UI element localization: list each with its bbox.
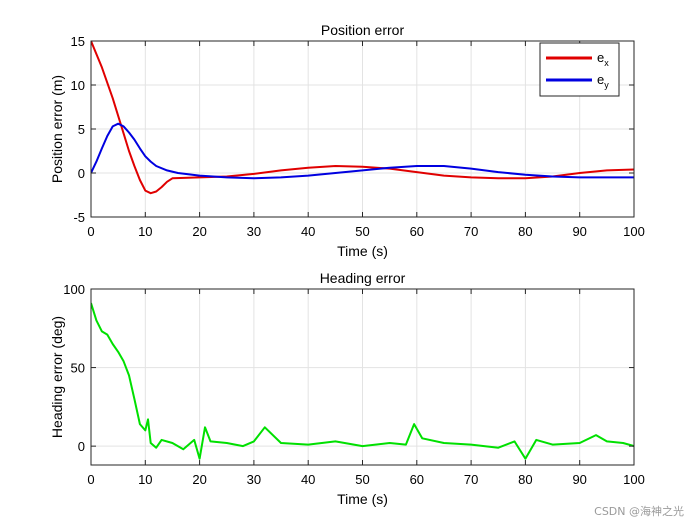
x-tick-label: 100 <box>623 472 645 487</box>
series-group <box>91 302 634 460</box>
y-tick-label: 15 <box>71 34 85 49</box>
series-line-ey <box>91 122 634 180</box>
x-tick-label: 30 <box>247 224 261 239</box>
x-tick-label: 0 <box>87 472 94 487</box>
y-axis-label: Position error (m) <box>49 75 65 183</box>
x-tick-label: 10 <box>138 472 152 487</box>
x-tick-label: 80 <box>518 224 532 239</box>
y-tick-label: 50 <box>71 361 85 376</box>
y-axis-label: Heading error (deg) <box>49 316 65 438</box>
x-tick-label: 30 <box>247 472 261 487</box>
x-tick-label: 20 <box>192 224 206 239</box>
x-tick-label: 90 <box>572 224 586 239</box>
x-tick-label: 100 <box>623 224 645 239</box>
y-tick-label: 10 <box>71 78 85 93</box>
y-tick-label: 5 <box>78 122 85 137</box>
x-tick-label: 70 <box>464 224 478 239</box>
x-tick-label: 80 <box>518 472 532 487</box>
heading-error-line <box>91 302 634 460</box>
x-tick-label: 50 <box>355 472 369 487</box>
x-tick-label: 10 <box>138 224 152 239</box>
y-tick-label: 0 <box>78 166 85 181</box>
legend-label-0: ex <box>597 50 609 68</box>
x-tick-label: 0 <box>87 224 94 239</box>
series-line-ex <box>91 41 634 195</box>
legend-label-1: ey <box>597 72 609 90</box>
y-tick-label: 0 <box>78 439 85 454</box>
series-group <box>91 41 634 195</box>
x-axis-label: Time (s) <box>337 491 388 507</box>
x-tick-label: 40 <box>301 224 315 239</box>
x-tick-label: 60 <box>410 472 424 487</box>
x-tick-label: 20 <box>192 472 206 487</box>
legend-label-subscript: x <box>604 58 609 68</box>
x-tick-label: 40 <box>301 472 315 487</box>
y-tick-label: 100 <box>63 282 85 297</box>
x-tick-label: 60 <box>410 224 424 239</box>
x-tick-label: 50 <box>355 224 369 239</box>
x-tick-label: 90 <box>572 472 586 487</box>
legend-label-base: e <box>597 50 604 65</box>
legend-box <box>539 42 620 97</box>
legend-label-subscript: y <box>604 80 609 90</box>
legend-label-base: e <box>597 72 604 87</box>
watermark: CSDN @海神之光 <box>594 505 684 518</box>
x-tick-label: 70 <box>464 472 478 487</box>
heading-chart-title: Heading error <box>320 270 406 286</box>
heading-error-axes: 0 10 20 30 40 50 60 70 80 90 100 0 50 100 Heading erro… <box>49 270 645 507</box>
position-chart-title: Position error <box>321 22 405 38</box>
x-axis-label: Time (s) <box>337 243 388 259</box>
y-tick-label: -5 <box>73 210 85 225</box>
